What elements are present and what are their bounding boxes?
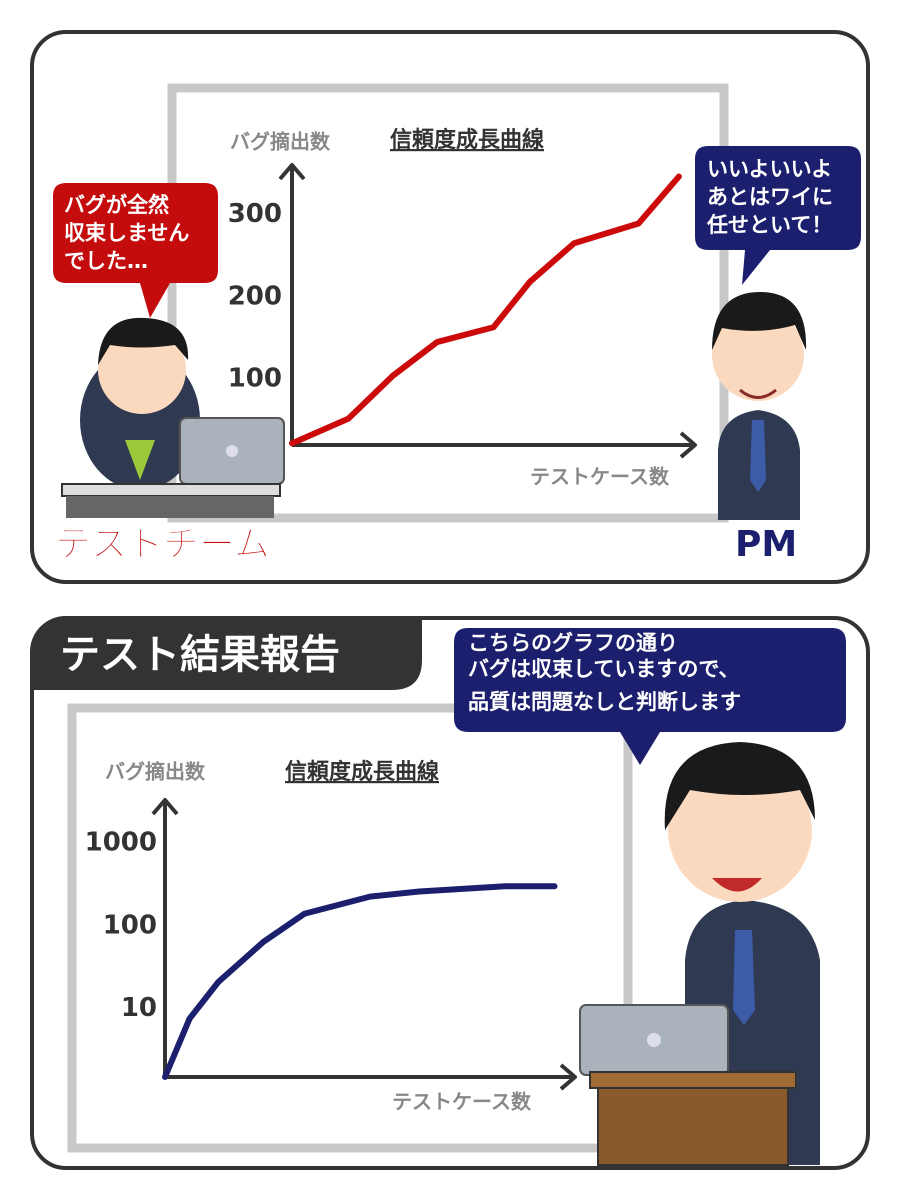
x-axis — [165, 1063, 577, 1091]
chart-title: 信頼度成長曲線 — [390, 127, 544, 153]
speech-bubble — [454, 628, 846, 765]
y-tick-label: 200 — [228, 281, 282, 311]
chart-title: 信頼度成長曲線 — [285, 759, 439, 785]
whiteboard — [167, 83, 729, 523]
bubble-text: バグは収束していますので、 — [468, 657, 740, 681]
y-axis — [278, 163, 306, 445]
header-tab — [32, 618, 422, 690]
data-line — [162, 883, 558, 1080]
y-axis — [151, 798, 179, 1077]
chart: バグ摘出数 信頼度成長曲線 テストケース数 10 100 1000 — [85, 759, 577, 1114]
y-tick-label: 100 — [228, 364, 282, 394]
whiteboard — [67, 703, 633, 1153]
bubble-text: あとはワイに — [707, 185, 833, 209]
test-team-illustration — [61, 317, 285, 518]
y-tick-label: 100 — [103, 910, 157, 940]
y-axis-label: バグ摘出数 — [105, 760, 206, 784]
character-label: テストチーム — [55, 524, 270, 565]
bubble-text: バグが全然 — [64, 193, 169, 217]
speech-bubble — [695, 146, 861, 285]
pm-illustration — [712, 292, 807, 520]
y-axis-label: バグ摘出数 — [230, 130, 331, 154]
x-axis-label: テストケース数 — [530, 465, 670, 489]
speech-bubble — [53, 183, 218, 318]
bubble-text: 品質は問題なしと判断します — [468, 690, 741, 714]
panel-header: テスト結果報告 — [60, 632, 340, 678]
x-axis-label: テストケース数 — [392, 1090, 532, 1114]
character-label: PM — [735, 524, 797, 565]
y-tick-label: 300 — [228, 199, 282, 229]
data-line — [289, 173, 682, 447]
x-axis — [292, 431, 697, 459]
bubble-text: 収束しません — [64, 221, 189, 245]
y-tick-label: 10 — [121, 993, 157, 1023]
y-tick-label: 1000 — [85, 827, 157, 857]
presenter-illustration — [579, 742, 820, 1166]
bubble-text: でした… — [64, 249, 148, 273]
bubble-note: こちらのグラフの通り — [468, 631, 678, 655]
bubble-text: 任せといて！ — [706, 213, 832, 237]
bubble-text: いいよいいよ — [707, 157, 832, 181]
chart: バグ摘出数 信頼度成長曲線 テストケース数 100 200 300 — [228, 127, 697, 489]
